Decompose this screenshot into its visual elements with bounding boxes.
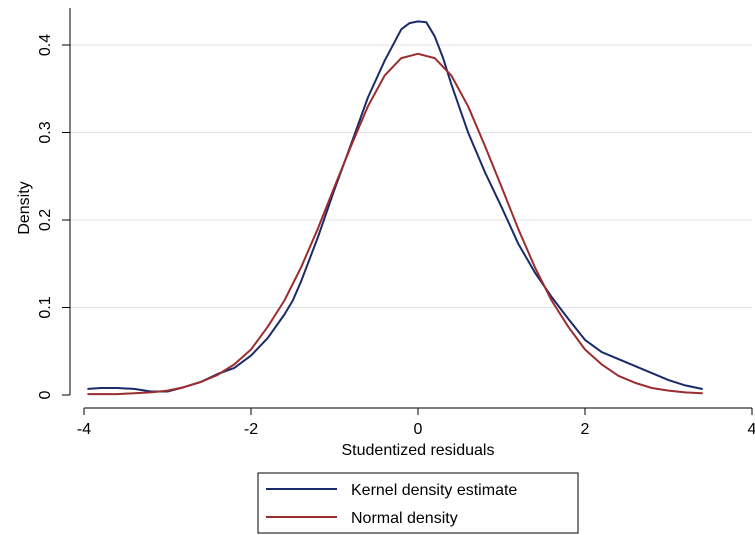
series-lines xyxy=(87,20,703,396)
legend: Kernel density estimate Normal density xyxy=(257,472,579,534)
y-axis-title: Density xyxy=(16,181,33,234)
legend-label-normal: Normal density xyxy=(351,510,458,527)
y-tick-label-4: 0.4 xyxy=(37,34,54,56)
x-axis-title: Studentized residuals xyxy=(342,442,495,459)
x-tick-label-3: 2 xyxy=(581,421,590,438)
x-tick-label-0: -4 xyxy=(77,421,91,438)
normal-density-line xyxy=(87,52,703,396)
x-tick-label-2: 0 xyxy=(414,421,423,438)
x-tick-label-1: -2 xyxy=(244,421,258,438)
legend-box xyxy=(257,472,579,534)
y-tick-label-3: 0.3 xyxy=(37,121,54,143)
kernel-density-line xyxy=(87,20,703,393)
x-tick-label-4: 4 xyxy=(748,421,755,438)
y-tick-label-1: 0.1 xyxy=(37,296,54,318)
y-tick-label-2: 0.2 xyxy=(37,209,54,231)
tick-marks xyxy=(62,44,753,415)
tick-labels: 0 0.1 0.2 0.3 0.4 -4 -2 0 2 4 xyxy=(37,34,755,438)
grid-lines xyxy=(70,44,752,308)
y-tick-label-0: 0 xyxy=(37,390,54,399)
axes xyxy=(69,8,752,409)
legend-label-kernel: Kernel density estimate xyxy=(351,482,517,499)
